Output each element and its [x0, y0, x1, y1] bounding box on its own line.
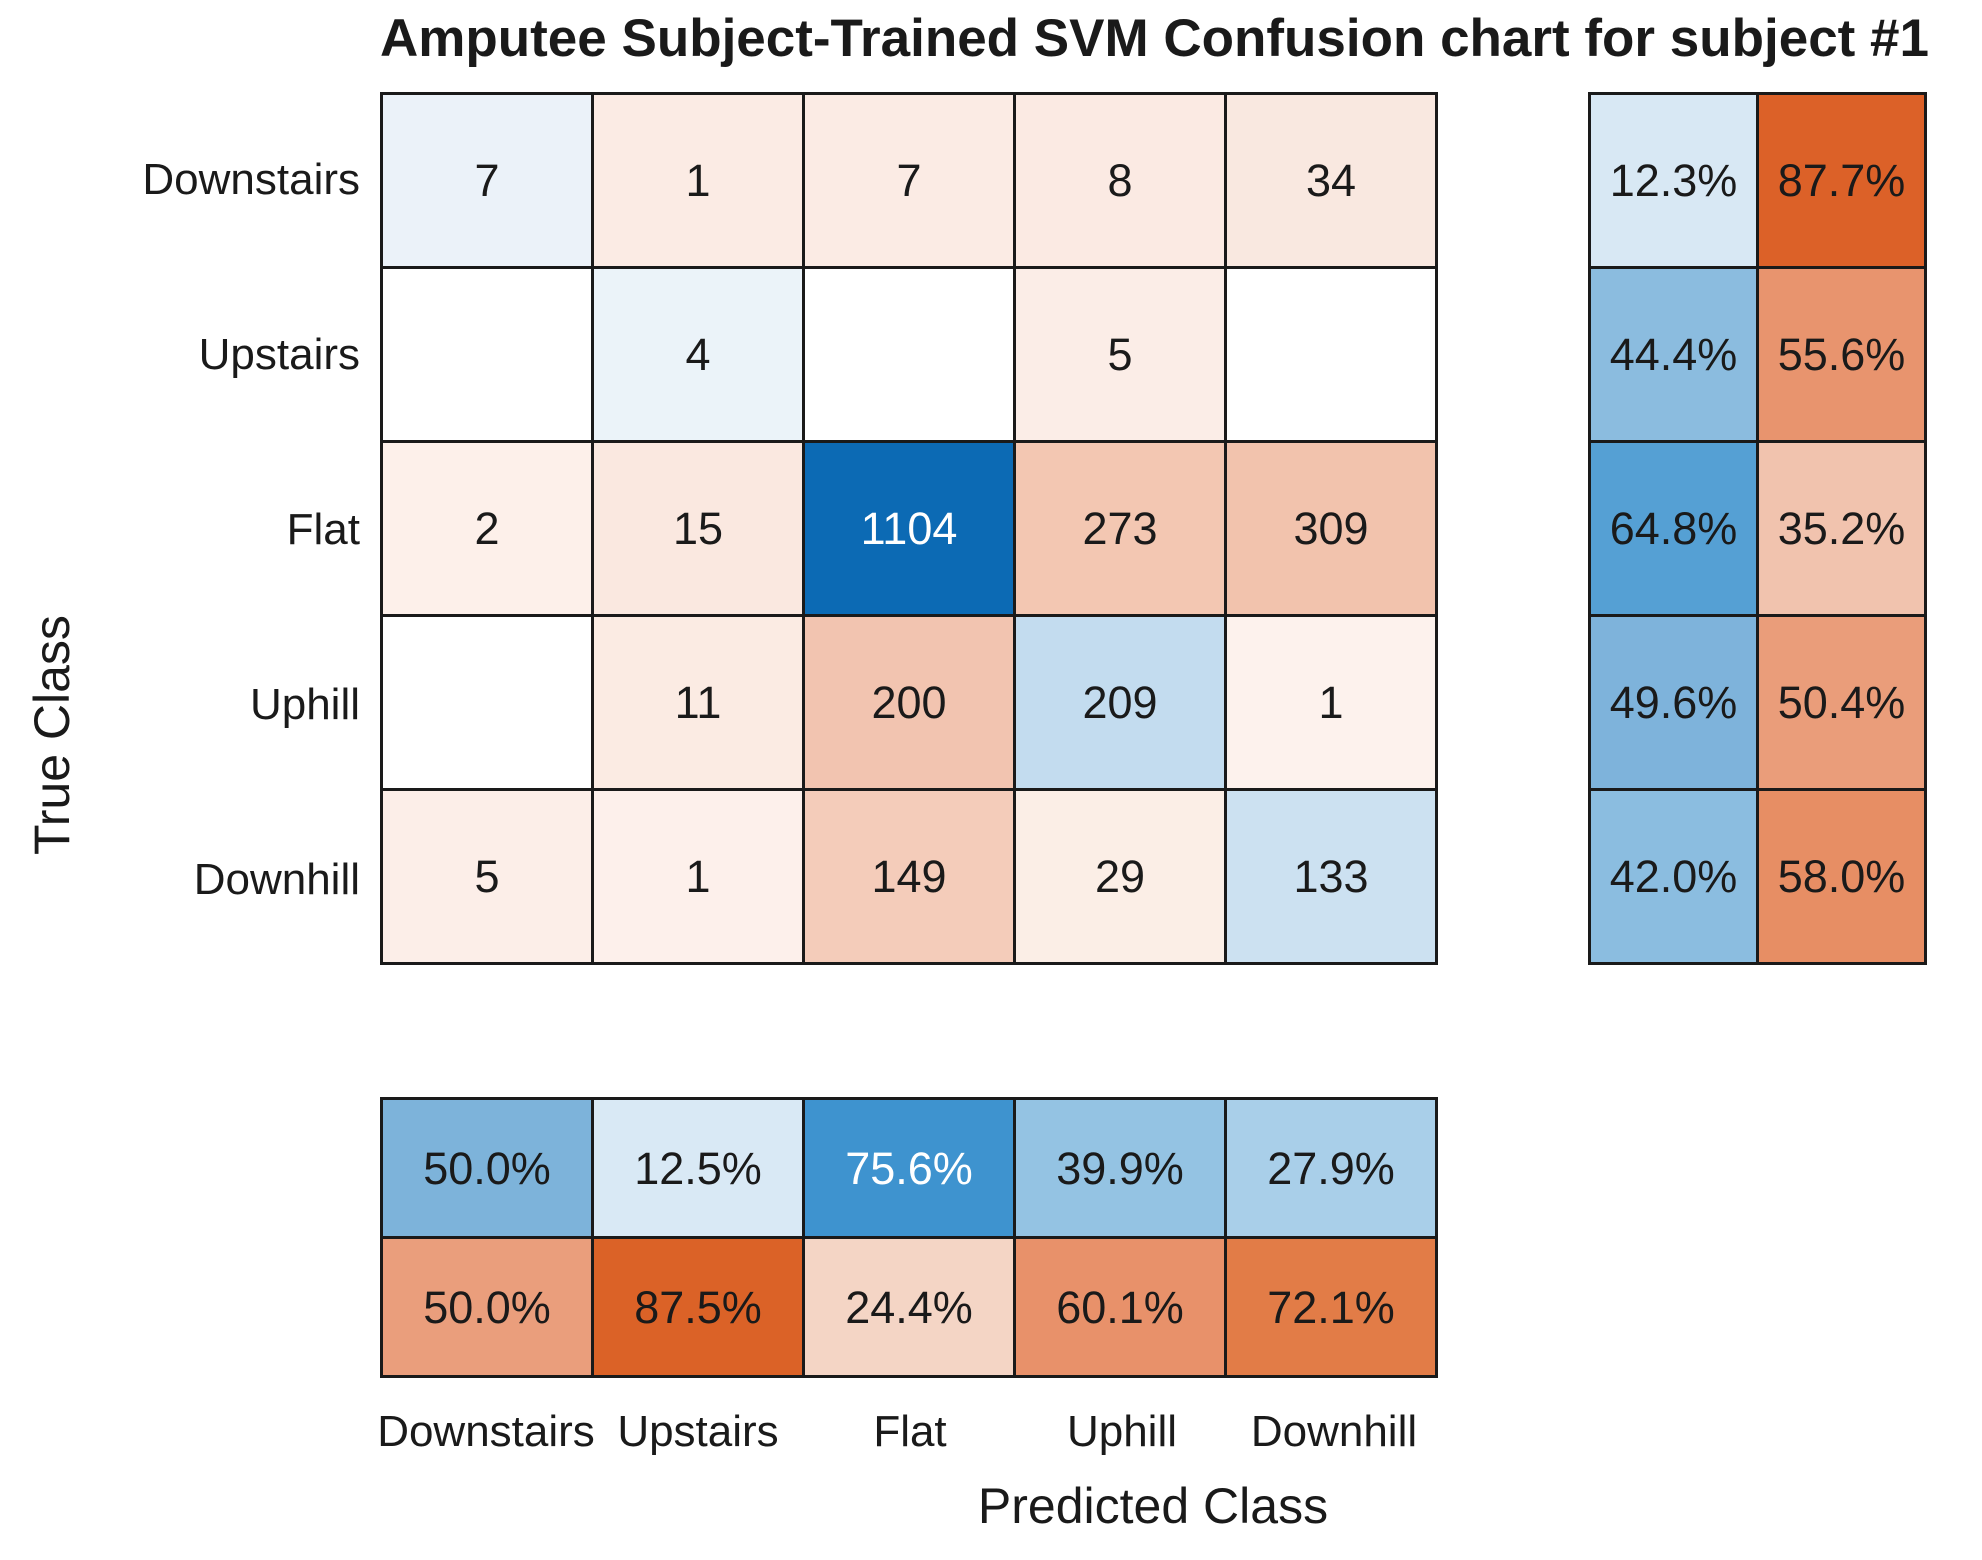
matrix-cell: 5	[1016, 269, 1224, 440]
row-summary-cell: 87.7%	[1759, 95, 1924, 266]
row-summary-cell: 58.0%	[1759, 791, 1924, 962]
matrix-cell	[1227, 269, 1435, 440]
x-tick-label-downstairs: Downstairs	[377, 1407, 595, 1456]
y-tick-label-upstairs: Upstairs	[198, 329, 360, 379]
col-summary-cell: 24.4%	[805, 1239, 1013, 1375]
col-summary-cell: 87.5%	[594, 1239, 802, 1375]
matrix-cell: 309	[1227, 443, 1435, 614]
matrix-cell: 8	[1016, 95, 1224, 266]
matrix-cell: 11	[594, 617, 802, 788]
row-summary-cell: 12.3%	[1591, 95, 1756, 266]
x-tick-label-upstairs: Upstairs	[617, 1407, 779, 1456]
x-tick-label-downhill: Downhill	[1250, 1407, 1418, 1456]
row-summary-grid: 12.3% 87.7% 44.4% 55.6% 64.8% 35.2% 49.6% 50.4%…	[1588, 92, 1927, 965]
row-summary-cell: 35.2%	[1759, 443, 1924, 614]
row-summary-cell: 44.4%	[1591, 269, 1756, 440]
confusion-matrix-grid: 7 1 7 8 34 4 5 2 15 1104 273 309 11 200 209 1 5 1 149 29 133	[380, 92, 1438, 965]
matrix-cell: 2	[383, 443, 591, 614]
matrix-cell	[805, 269, 1013, 440]
matrix-cell: 1104	[805, 443, 1013, 614]
matrix-cell: 15	[594, 443, 802, 614]
col-summary-cell: 72.1%	[1227, 1239, 1435, 1375]
col-summary-cell: 12.5%	[594, 1100, 802, 1236]
x-tick-label-flat: Flat	[873, 1407, 947, 1456]
row-summary-cell: 42.0%	[1591, 791, 1756, 962]
matrix-cell: 7	[383, 95, 591, 266]
matrix-cell: 7	[805, 95, 1013, 266]
chart-title: Amputee Subject-Trained SVM Confusion ch…	[380, 9, 1930, 68]
row-summary-cell: 50.4%	[1759, 617, 1924, 788]
row-summary-cell: 49.6%	[1591, 617, 1756, 788]
y-tick-label-downstairs: Downstairs	[142, 154, 360, 204]
matrix-cell: 5	[383, 791, 591, 962]
matrix-cell: 1	[594, 791, 802, 962]
matrix-cell: 133	[1227, 791, 1435, 962]
y-tick-label-downhill: Downhill	[193, 854, 360, 904]
matrix-cell	[383, 269, 591, 440]
matrix-cell: 200	[805, 617, 1013, 788]
matrix-cell: 1	[1227, 617, 1435, 788]
matrix-cell: 149	[805, 791, 1013, 962]
matrix-cell: 29	[1016, 791, 1224, 962]
matrix-cell: 273	[1016, 443, 1224, 614]
col-summary-cell: 39.9%	[1016, 1100, 1224, 1236]
column-summary-grid: 50.0% 12.5% 75.6% 39.9% 27.9% 50.0% 87.5% 24.4%…	[380, 1097, 1438, 1378]
matrix-cell: 209	[1016, 617, 1224, 788]
col-summary-cell: 60.1%	[1016, 1239, 1224, 1375]
matrix-cell: 4	[594, 269, 802, 440]
x-axis-label: Predicted Class	[977, 1478, 1329, 1534]
matrix-cell	[383, 617, 591, 788]
y-axis-tick-labels: Downstairs Upstairs Flat Uphill Downhill	[0, 92, 360, 967]
y-axis-label: True Class	[24, 615, 80, 855]
row-summary-cell: 55.6%	[1759, 269, 1924, 440]
y-tick-label-flat: Flat	[286, 504, 360, 554]
row-summary-cell: 64.8%	[1591, 443, 1756, 614]
matrix-cell: 1	[594, 95, 802, 266]
col-summary-cell: 27.9%	[1227, 1100, 1435, 1236]
y-tick-label-uphill: Uphill	[249, 679, 360, 729]
col-summary-cell: 75.6%	[805, 1100, 1013, 1236]
matrix-cell: 34	[1227, 95, 1435, 266]
col-summary-cell: 50.0%	[383, 1100, 591, 1236]
col-summary-cell: 50.0%	[383, 1239, 591, 1375]
x-tick-label-uphill: Uphill	[1066, 1407, 1178, 1456]
